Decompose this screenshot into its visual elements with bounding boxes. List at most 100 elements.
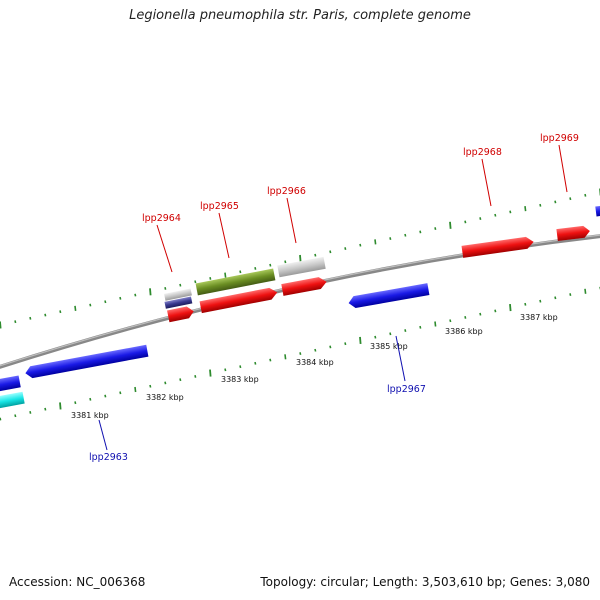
gene-label-lpp2969[interactable]: lpp2969	[540, 133, 579, 144]
tick-mark	[269, 263, 272, 267]
tick-mark	[584, 193, 587, 197]
tick-mark	[554, 200, 557, 204]
gene-label-lpp2964[interactable]: lpp2964	[142, 213, 181, 224]
tick-mark	[179, 378, 182, 382]
gene-lpp2969[interactable]	[556, 225, 590, 242]
genome-backbone-highlight	[0, 234, 600, 367]
tick-mark	[284, 354, 287, 360]
tick-mark	[89, 303, 92, 307]
tick-mark	[89, 397, 92, 401]
tick-mark	[389, 237, 392, 240]
gene-left-cyan[interactable]	[0, 391, 25, 410]
tick-mark	[59, 310, 62, 314]
gene-label-lpp2966[interactable]: lpp2966	[267, 186, 306, 197]
gene-label-lpp2965[interactable]: lpp2965	[200, 201, 239, 212]
tick-label-3387: 3387 kbp	[520, 313, 558, 322]
tick-mark	[359, 243, 362, 247]
leader-line-lpp2963	[98, 419, 108, 451]
tick-mark	[134, 386, 137, 393]
tick-mark	[59, 402, 62, 410]
gene-label-lpp2963[interactable]: lpp2963	[89, 452, 128, 463]
tick-mark	[329, 250, 332, 254]
tick-mark	[194, 375, 197, 378]
accession-text: Accession: NC_006368	[9, 575, 146, 589]
tick-mark	[299, 254, 302, 263]
tick-mark	[479, 217, 482, 220]
leader-line-lpp2968	[481, 158, 492, 207]
gene-red-below-lpp2966[interactable]	[281, 276, 327, 296]
tick-mark	[209, 277, 212, 280]
tick-mark	[569, 197, 572, 201]
tick-label-3384: 3384 kbp	[296, 358, 334, 367]
tick-mark	[194, 280, 197, 284]
tick-mark	[14, 320, 17, 324]
tick-label-3386: 3386 kbp	[445, 327, 483, 336]
tick-mark	[44, 407, 47, 411]
gene-left-blue[interactable]	[0, 375, 21, 393]
tick-mark	[119, 296, 122, 300]
tick-mark	[554, 296, 557, 300]
tick-mark	[359, 336, 362, 344]
gene-red-below-lpp2965[interactable]	[199, 286, 279, 314]
map-title: Legionella pneumophila str. Paris, compl…	[129, 8, 471, 23]
tick-mark	[434, 321, 437, 327]
tick-mark	[374, 335, 377, 339]
leader-line-lpp2966	[286, 197, 297, 244]
tick-mark	[419, 230, 422, 234]
tick-mark	[389, 332, 392, 336]
tick-mark	[539, 203, 542, 207]
tick-label-3383: 3383 kbp	[221, 375, 259, 384]
tick-mark	[164, 381, 167, 385]
tick-mark	[44, 313, 47, 317]
gene-right-edge-blue[interactable]	[595, 205, 600, 217]
tick-label-3381: 3381 kbp	[71, 411, 109, 420]
tick-mark	[104, 394, 107, 398]
tick-mark	[164, 287, 167, 290]
gene-lpp2967[interactable]	[348, 283, 430, 309]
leader-line-lpp2965	[218, 212, 230, 259]
tick-mark	[509, 304, 512, 312]
tick-mark	[239, 365, 242, 369]
tick-mark	[449, 319, 452, 323]
tick-mark	[464, 316, 467, 319]
tick-mark	[29, 316, 32, 320]
tick-mark	[314, 253, 317, 257]
tick-mark	[299, 352, 302, 355]
tick-mark	[344, 247, 347, 250]
tick-mark	[149, 384, 152, 388]
gene-lpp2966[interactable]	[277, 256, 326, 278]
tick-mark	[149, 288, 152, 296]
gene-lpp2968[interactable]	[461, 236, 535, 258]
outer-tick-row	[0, 188, 600, 329]
tick-mark	[524, 206, 527, 212]
tick-mark	[254, 361, 257, 365]
tick-mark	[29, 411, 32, 414]
gene-lpp2963[interactable]	[24, 344, 149, 379]
tick-mark	[224, 272, 227, 278]
gene-lpp2964-navy[interactable]	[164, 296, 193, 309]
gene-label-lpp2967[interactable]: lpp2967	[387, 384, 426, 395]
tick-mark	[14, 414, 17, 418]
tick-mark	[539, 299, 542, 303]
gene-lpp2964[interactable]	[167, 305, 195, 323]
tick-mark	[104, 300, 107, 304]
gene-label-lpp2968[interactable]: lpp2968	[463, 147, 502, 158]
tick-mark	[524, 302, 527, 306]
tick-mark	[224, 368, 227, 372]
gene-lpp2964-gray[interactable]	[164, 288, 192, 301]
tick-mark	[404, 233, 407, 237]
tick-mark	[0, 417, 2, 421]
tick-mark	[74, 305, 77, 311]
gene-lpp2965[interactable]	[195, 268, 276, 296]
tick-mark	[419, 325, 422, 329]
tick-mark	[584, 288, 587, 294]
tick-mark	[119, 391, 122, 395]
tick-mark	[329, 345, 332, 349]
tick-mark	[344, 342, 347, 346]
leader-line-lpp2969	[558, 144, 568, 193]
tick-mark	[374, 239, 377, 245]
genome-summary-text: Topology: circular; Length: 3,503,610 bp…	[260, 575, 590, 589]
tick-mark	[509, 210, 512, 214]
tick-mark	[569, 293, 572, 296]
